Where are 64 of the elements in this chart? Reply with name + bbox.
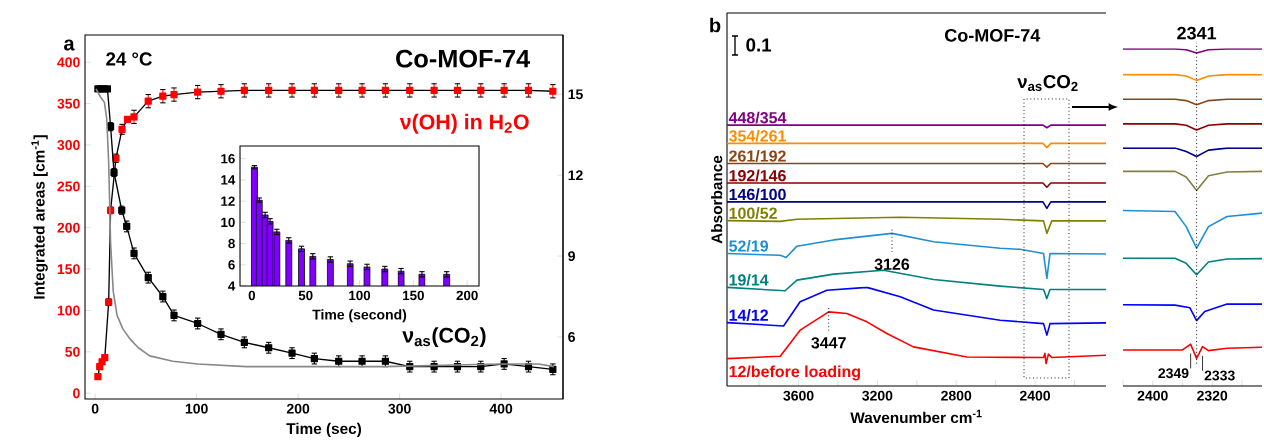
x-tick-label: 2320 — [1197, 390, 1228, 401]
y-tick-label: 400 — [57, 57, 80, 68]
y-tick-label: 12 — [221, 196, 235, 206]
y-tick-label: 200 — [57, 222, 80, 233]
y-tick-label: 4 — [228, 281, 236, 291]
x-axis-title: Time (sec) — [286, 422, 362, 438]
y2-tick-label: 12 — [568, 170, 583, 181]
text: ν$_{as}$CO$_{2}$ — [1017, 74, 1078, 92]
y-tick-label: 100 — [57, 305, 80, 316]
y-tick-label: 10 — [221, 217, 235, 228]
x-tick-label: 400 — [489, 403, 513, 414]
y2-tick-label: 9 — [568, 251, 575, 262]
series-label: 261/192 — [729, 149, 786, 162]
x-tick-label: 200 — [456, 290, 478, 301]
x-axis-title: Time (second) — [312, 309, 407, 323]
y-tick-label: 8 — [228, 238, 235, 249]
series-label: 146/100 — [729, 188, 786, 201]
y-tick-label: 16 — [221, 154, 235, 164]
y-tick-label: 150 — [57, 264, 80, 275]
text: a — [64, 39, 75, 51]
x-tick-label: 3200 — [862, 390, 893, 401]
series-label: 448/354 — [728, 111, 787, 124]
x-tick-label: 100 — [349, 290, 371, 301]
series-label: 192/146 — [729, 169, 786, 182]
chart-title: Co-MOF-74 — [396, 49, 531, 68]
annotation: 2349 — [1158, 368, 1189, 379]
x-axis-title: Wavenumber cm$^{-1}$ — [850, 409, 982, 424]
x-tick-label: 2800 — [941, 390, 972, 401]
x-tick-label: 0 — [91, 403, 99, 414]
y-tick-label: 14 — [221, 175, 236, 185]
series-label: ν(OH) in H$_{2}$O — [399, 113, 529, 134]
x-tick-label: 2400 — [1019, 390, 1051, 401]
x-tick-label: 100 — [185, 403, 208, 414]
y-tick-label: 6 — [228, 260, 235, 270]
series-label: ν$_{as}$(CO$_{2}$) — [402, 327, 486, 348]
chart-title: Co-MOF-74 — [945, 28, 1041, 42]
text: 0.1 — [746, 38, 772, 52]
y-axis-title: Integrated areas [cm$^{-1}$] — [31, 135, 48, 299]
annotation: 3126 — [874, 258, 910, 270]
series-label: 12/before loading — [729, 365, 860, 381]
x-tick-label: 300 — [388, 403, 411, 414]
x-tick-label: 0 — [248, 290, 256, 301]
y2-tick-label: 6 — [568, 332, 575, 342]
series-label: 100/52 — [729, 207, 777, 220]
y-tick-label: 50 — [65, 346, 80, 357]
annotation: 3447 — [811, 337, 846, 349]
y-tick-label: 300 — [57, 140, 80, 150]
series-label: 52/19 — [729, 239, 769, 252]
annotation: 24 °C — [106, 52, 152, 66]
x-tick-label: 200 — [286, 403, 310, 414]
x-tick-label: 50 — [298, 290, 313, 301]
y-tick-label: 250 — [57, 181, 80, 192]
series-label: 14/12 — [729, 309, 768, 321]
text: b — [710, 17, 721, 33]
y2-tick-label: 15 — [568, 89, 583, 100]
x-tick-label: 3600 — [783, 390, 814, 401]
series-label: 354/261 — [728, 129, 786, 142]
y-axis-title: Absorbance — [711, 155, 723, 244]
series-label: 19/14 — [729, 273, 769, 286]
ref-line-label: 2341 — [1177, 26, 1217, 40]
annotation: 2333 — [1204, 370, 1235, 381]
x-tick-label: 150 — [403, 290, 424, 301]
y-tick-label: 350 — [57, 98, 80, 109]
x-tick-label: 2400 — [1137, 390, 1168, 401]
